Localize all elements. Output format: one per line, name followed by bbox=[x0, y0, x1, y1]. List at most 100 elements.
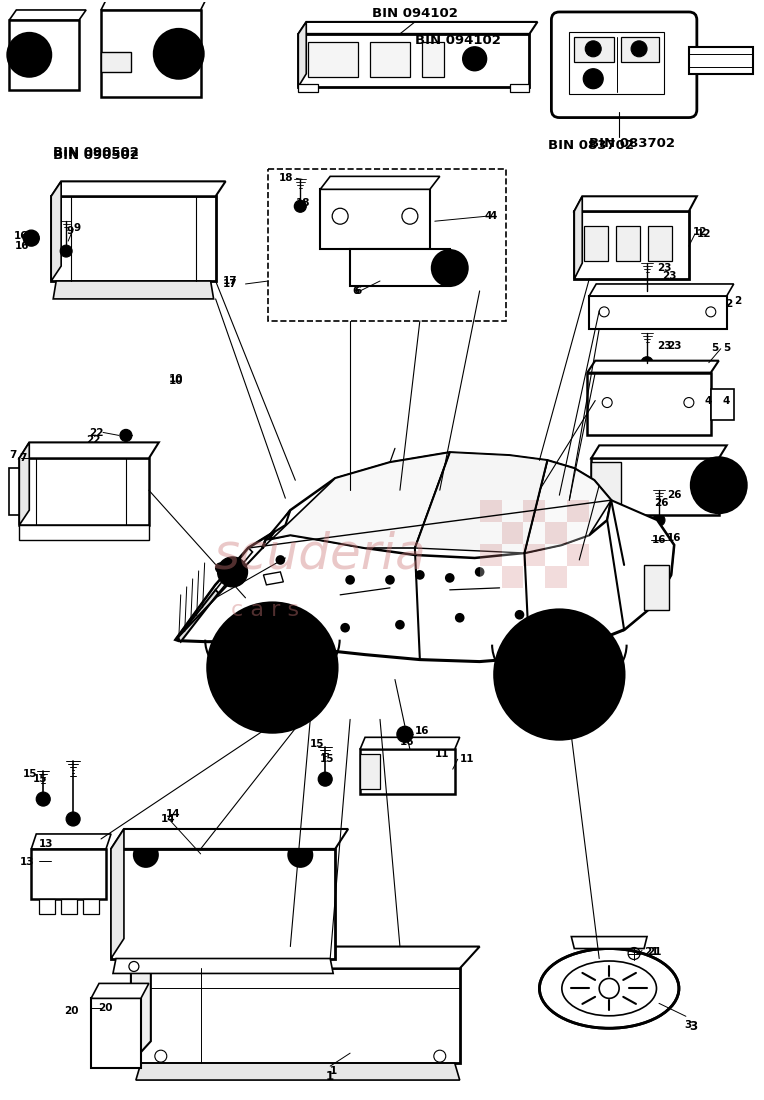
Bar bbox=[569, 32, 664, 94]
Polygon shape bbox=[19, 442, 159, 459]
Bar bbox=[523, 500, 545, 522]
Text: 16: 16 bbox=[652, 535, 666, 546]
Bar bbox=[370, 42, 410, 77]
Text: 4: 4 bbox=[490, 211, 497, 221]
Text: 4: 4 bbox=[484, 211, 492, 221]
Text: 15: 15 bbox=[24, 769, 37, 779]
Polygon shape bbox=[360, 737, 460, 749]
Polygon shape bbox=[31, 849, 106, 899]
Polygon shape bbox=[136, 1063, 460, 1080]
Bar bbox=[422, 42, 444, 77]
Circle shape bbox=[215, 563, 225, 573]
Text: 21: 21 bbox=[644, 947, 659, 957]
Polygon shape bbox=[19, 442, 29, 525]
Polygon shape bbox=[31, 834, 111, 849]
Text: 1: 1 bbox=[330, 1066, 338, 1076]
Polygon shape bbox=[176, 510, 290, 640]
Text: BIN 094102: BIN 094102 bbox=[415, 34, 500, 47]
Bar bbox=[545, 565, 568, 587]
Circle shape bbox=[8, 33, 51, 77]
Polygon shape bbox=[298, 22, 537, 34]
Circle shape bbox=[208, 603, 337, 733]
Circle shape bbox=[583, 69, 604, 89]
Bar bbox=[621, 37, 659, 62]
Text: 14: 14 bbox=[166, 810, 180, 820]
Text: 26: 26 bbox=[667, 491, 681, 501]
Circle shape bbox=[507, 623, 611, 726]
Text: 15: 15 bbox=[320, 755, 335, 764]
Polygon shape bbox=[19, 459, 149, 525]
Polygon shape bbox=[589, 296, 727, 329]
Text: 11: 11 bbox=[460, 755, 474, 764]
Polygon shape bbox=[101, 0, 206, 10]
Text: 5: 5 bbox=[723, 343, 730, 353]
Text: 7: 7 bbox=[19, 453, 27, 463]
Text: 13: 13 bbox=[19, 857, 34, 867]
Text: BIN 083702: BIN 083702 bbox=[549, 140, 634, 153]
Text: 24: 24 bbox=[723, 469, 737, 478]
Circle shape bbox=[221, 616, 324, 719]
Bar bbox=[523, 565, 545, 587]
Bar bbox=[568, 544, 589, 565]
Bar bbox=[575, 37, 614, 62]
Text: 26: 26 bbox=[654, 498, 668, 508]
Text: 2: 2 bbox=[725, 299, 732, 309]
Polygon shape bbox=[111, 829, 124, 958]
Text: BIN 090502: BIN 090502 bbox=[53, 146, 139, 160]
Polygon shape bbox=[575, 196, 582, 279]
Circle shape bbox=[24, 230, 39, 246]
Polygon shape bbox=[113, 958, 333, 974]
Circle shape bbox=[218, 557, 248, 587]
Text: 22: 22 bbox=[86, 436, 101, 446]
Circle shape bbox=[66, 812, 80, 826]
Circle shape bbox=[476, 568, 484, 576]
Circle shape bbox=[342, 624, 349, 631]
Polygon shape bbox=[215, 548, 252, 593]
Circle shape bbox=[277, 556, 284, 564]
Circle shape bbox=[238, 632, 307, 703]
Polygon shape bbox=[131, 968, 460, 1063]
Polygon shape bbox=[711, 388, 733, 420]
Text: 17: 17 bbox=[222, 276, 237, 286]
Bar bbox=[83, 899, 99, 914]
Circle shape bbox=[346, 576, 354, 584]
Bar bbox=[501, 522, 523, 544]
Bar bbox=[545, 500, 568, 522]
Bar bbox=[501, 500, 523, 522]
Text: 12: 12 bbox=[697, 229, 711, 239]
Polygon shape bbox=[350, 249, 450, 286]
Polygon shape bbox=[607, 500, 674, 629]
Polygon shape bbox=[91, 983, 149, 999]
Polygon shape bbox=[320, 189, 430, 249]
Polygon shape bbox=[101, 10, 201, 97]
Bar bbox=[480, 522, 501, 544]
Circle shape bbox=[631, 41, 647, 57]
Circle shape bbox=[254, 650, 290, 685]
Circle shape bbox=[36, 792, 50, 806]
Polygon shape bbox=[263, 452, 450, 548]
Text: 23: 23 bbox=[657, 263, 672, 273]
Polygon shape bbox=[591, 446, 727, 459]
Circle shape bbox=[432, 250, 468, 286]
Circle shape bbox=[294, 200, 306, 212]
Polygon shape bbox=[575, 211, 689, 279]
Text: 6: 6 bbox=[354, 286, 361, 296]
Circle shape bbox=[319, 772, 332, 786]
Polygon shape bbox=[111, 849, 335, 958]
Polygon shape bbox=[588, 361, 719, 373]
Text: scuderia: scuderia bbox=[214, 531, 426, 579]
Circle shape bbox=[691, 458, 746, 513]
Bar bbox=[480, 500, 501, 522]
Text: 18: 18 bbox=[278, 174, 293, 184]
Text: 22: 22 bbox=[89, 428, 104, 439]
Text: 13: 13 bbox=[39, 839, 53, 849]
Text: 17: 17 bbox=[222, 279, 237, 289]
Bar bbox=[584, 227, 608, 261]
Text: 4: 4 bbox=[723, 396, 730, 406]
Circle shape bbox=[704, 471, 733, 501]
Text: BIN 094102: BIN 094102 bbox=[372, 7, 458, 20]
Circle shape bbox=[653, 514, 665, 526]
Text: 9: 9 bbox=[73, 223, 80, 233]
Polygon shape bbox=[91, 999, 141, 1068]
Polygon shape bbox=[591, 459, 719, 515]
